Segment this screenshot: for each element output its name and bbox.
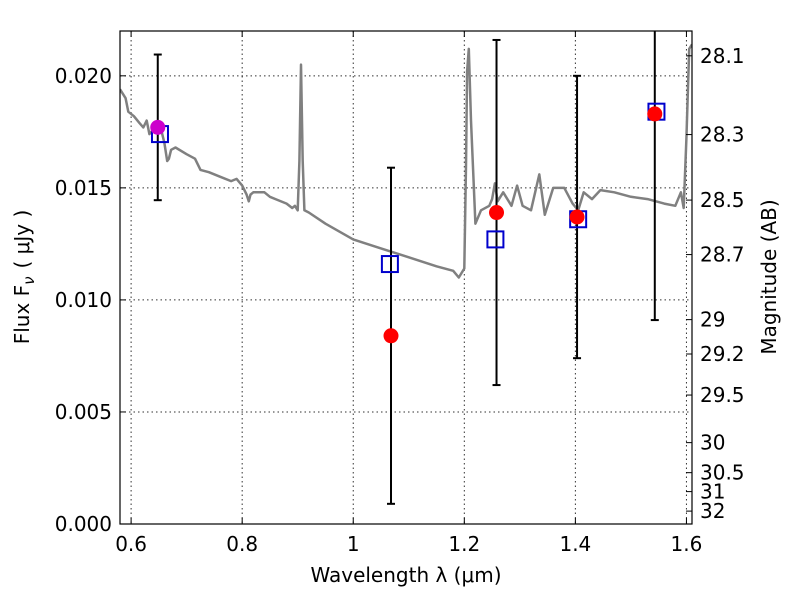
x-tick-label: 1 (347, 532, 360, 556)
x-tick-label: 0.8 (226, 532, 258, 556)
observed-flux-point (647, 106, 663, 122)
y-axis-label-subscript: ν (20, 276, 38, 284)
svg-text:Flux Fν( μJy ): Flux Fν ( μJy ) (10, 210, 38, 345)
y-axis-label-text: Flux F (10, 285, 34, 344)
x-axis-label: Wavelength λ (μm) (310, 563, 501, 587)
y-axis-label-unit: ( μJy ) (10, 210, 34, 269)
x-axis-ticks: 0.6 0.8 1 1.2 1.4 1.6 (115, 31, 702, 556)
magnitude-tick-label: 28.5 (700, 188, 745, 212)
y-axis-ticks: 0.000 0.005 0.010 0.015 0.020 (55, 64, 126, 536)
model-flux-square (486, 230, 505, 249)
y-tick-label: 0.000 (55, 512, 112, 536)
magnitude-tick-label: 29 (700, 308, 725, 332)
magnitude-axis-label: Magnitude (AB) (757, 199, 781, 354)
y-tick-label: 0.005 (55, 400, 112, 424)
sed-curve-layer (120, 43, 692, 279)
magnitude-tick-label: 30 (700, 431, 725, 455)
magnitude-tick-label: 28.3 (700, 123, 745, 147)
y-tick-label: 0.010 (55, 288, 112, 312)
x-tick-label: 1.2 (448, 532, 480, 556)
y-tick-label: 0.020 (55, 64, 112, 88)
magnitude-tick-label: 32 (700, 499, 725, 523)
magnitude-tick-label: 28.7 (700, 243, 745, 267)
magnitude-tick-label: 31 (700, 480, 725, 504)
model-flux-square (380, 255, 399, 274)
observed-flux-point (489, 205, 505, 221)
observed-flux-point (383, 328, 399, 344)
observed-flux-point (150, 119, 166, 135)
plot-frame (119, 30, 693, 525)
y-axis-label: Flux Fν ( μJy ) (10, 210, 38, 345)
x-tick-label: 1.6 (671, 532, 703, 556)
y-tick-label: 0.015 (55, 176, 112, 200)
magnitude-tick-label: 30.5 (700, 461, 745, 485)
sed-model-curve (120, 43, 692, 279)
magnitude-tick-label: 28.1 (700, 44, 745, 68)
magnitude-tick-label: 29.2 (700, 342, 745, 366)
x-tick-label: 0.6 (115, 532, 147, 556)
magnitude-tick-label: 29.5 (700, 383, 745, 407)
observed-points-layer (150, 106, 663, 344)
observed-flux-point (569, 209, 585, 225)
x-tick-label: 1.4 (559, 532, 591, 556)
